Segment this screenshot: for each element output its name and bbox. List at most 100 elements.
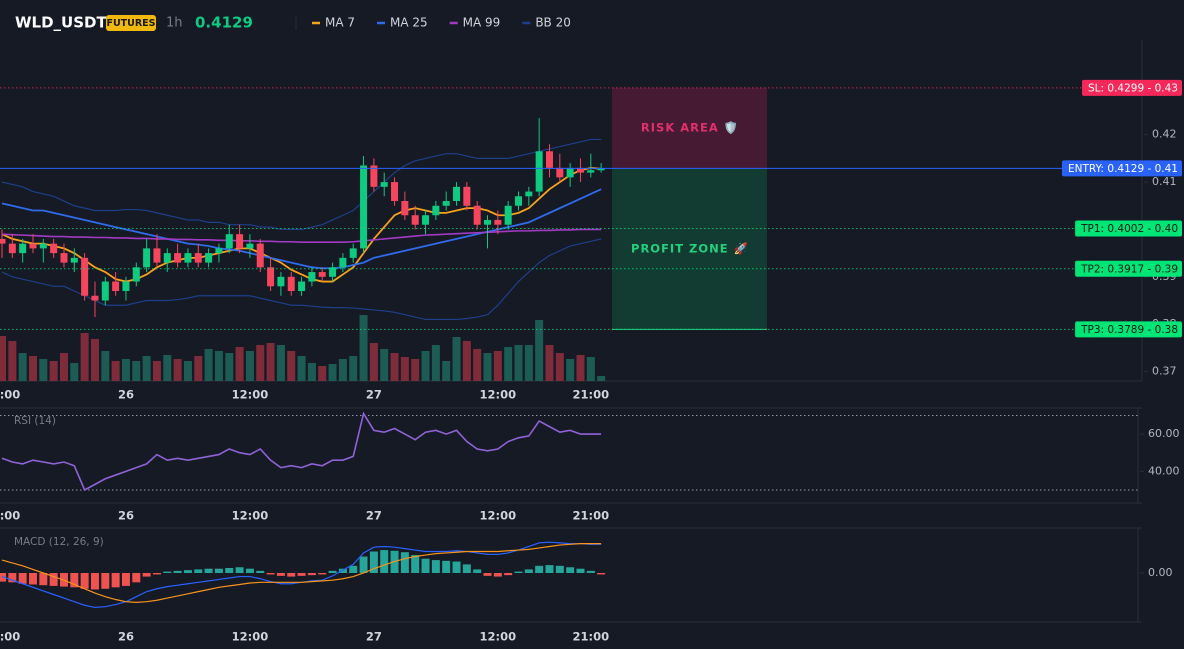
candle-body xyxy=(194,253,202,263)
volume-bar xyxy=(8,341,17,381)
volume-bar xyxy=(514,345,523,381)
volume-bar xyxy=(266,343,275,381)
volume-bar xyxy=(390,353,399,381)
macd-hist xyxy=(297,573,306,576)
candle-body xyxy=(101,281,109,301)
volume-bar xyxy=(493,351,502,381)
macd-hist xyxy=(225,567,234,573)
volume-bar xyxy=(183,361,192,381)
candle-body xyxy=(112,281,120,292)
macd-hist xyxy=(111,573,120,588)
macd-hist xyxy=(566,567,575,573)
volume-bar xyxy=(338,359,347,381)
candle-body xyxy=(246,243,254,249)
x-tick-label: 12:00 xyxy=(480,630,517,644)
candle-body xyxy=(339,257,347,268)
volume-bar xyxy=(111,361,120,381)
level-tag xyxy=(1075,260,1182,277)
macd-hist xyxy=(152,573,161,575)
volume-bar xyxy=(194,356,203,381)
volume-bar xyxy=(225,353,234,381)
candle-body xyxy=(411,215,419,225)
macd-hist xyxy=(28,573,37,585)
volume-bar xyxy=(566,359,575,381)
candle-body xyxy=(267,267,275,287)
volume-bar xyxy=(235,347,244,381)
volume-bar xyxy=(204,349,213,381)
candle-body xyxy=(153,248,161,263)
candle-body xyxy=(0,238,6,244)
x-tick-label: 26 xyxy=(118,388,134,402)
macd-hist xyxy=(276,573,285,576)
macd-hist xyxy=(421,558,430,573)
volume-bar xyxy=(0,336,6,381)
volume-bar xyxy=(411,359,420,381)
y-tick-label: 0.00 xyxy=(1148,566,1173,579)
volume-bar xyxy=(132,361,141,381)
volume-bar xyxy=(442,361,451,381)
candle-body xyxy=(163,253,171,263)
x-tick-label: 27 xyxy=(366,388,382,402)
level-tag-label: TP3: 0.3789 - 0.38 xyxy=(1080,324,1178,336)
candle-body xyxy=(473,205,481,225)
volume-bar xyxy=(28,356,37,381)
macd-hist xyxy=(121,573,130,586)
macd-hist xyxy=(380,550,389,573)
volume-bar xyxy=(39,359,48,381)
macd-hist xyxy=(194,569,203,573)
volume-bar xyxy=(152,361,161,381)
y-tick-label: 0.42 xyxy=(1152,128,1177,141)
macd-hist xyxy=(349,565,358,573)
volume-bar xyxy=(142,356,151,381)
macd-hist xyxy=(307,573,316,576)
x-tick-label: 12:00 xyxy=(480,509,517,523)
candle-body xyxy=(29,243,37,249)
candle-body xyxy=(174,253,182,263)
volume-bar xyxy=(318,366,327,381)
level-tag-label: TP1: 0.4002 - 0.40 xyxy=(1080,223,1178,235)
legend-label: BB 20 xyxy=(535,16,571,30)
candle-body xyxy=(566,167,574,178)
x-tick-label: 12:00 xyxy=(480,388,517,402)
x-tick-label: 27 xyxy=(366,509,382,523)
signal-line xyxy=(1,543,602,603)
candle-body xyxy=(19,243,27,254)
x-tick-label: 12:00 xyxy=(0,630,20,644)
macd-hist xyxy=(256,570,265,573)
volume-bar xyxy=(535,320,544,381)
macd-hist xyxy=(90,573,99,590)
symbol: WLD_USDT xyxy=(15,14,107,32)
macd-hist xyxy=(338,568,347,573)
candle-body xyxy=(401,201,409,216)
candle-body xyxy=(277,276,285,287)
macd-hist xyxy=(132,573,141,583)
legend-label: MA 99 xyxy=(463,16,501,30)
volume-bar xyxy=(452,337,461,381)
macd-hist xyxy=(369,551,378,573)
rsi-title: RSI (14) xyxy=(14,415,56,427)
candle-body xyxy=(525,191,533,197)
volume-bar xyxy=(70,363,79,381)
x-tick-label: 12:00 xyxy=(232,509,269,523)
volume-bar xyxy=(545,345,554,381)
level-tag xyxy=(1061,160,1182,177)
volume-bar xyxy=(473,349,482,381)
rsi-line xyxy=(1,411,602,492)
macd-hist xyxy=(328,570,337,573)
volume-bar xyxy=(245,351,254,381)
macd-hist xyxy=(173,570,182,573)
macd-hist xyxy=(204,568,213,573)
macd-hist xyxy=(70,573,79,588)
candle-body xyxy=(576,167,584,173)
macd-hist xyxy=(442,560,451,573)
candle-body xyxy=(287,276,295,292)
candle-body xyxy=(132,267,140,282)
candle-body xyxy=(215,248,223,254)
volume-bar xyxy=(576,355,585,381)
x-tick-label: 12:00 xyxy=(232,630,269,644)
zone-label: PROFIT ZONE 🚀 xyxy=(631,241,749,255)
bb-lower xyxy=(1,238,602,321)
candle-body xyxy=(370,165,378,187)
candle-body xyxy=(318,272,326,277)
